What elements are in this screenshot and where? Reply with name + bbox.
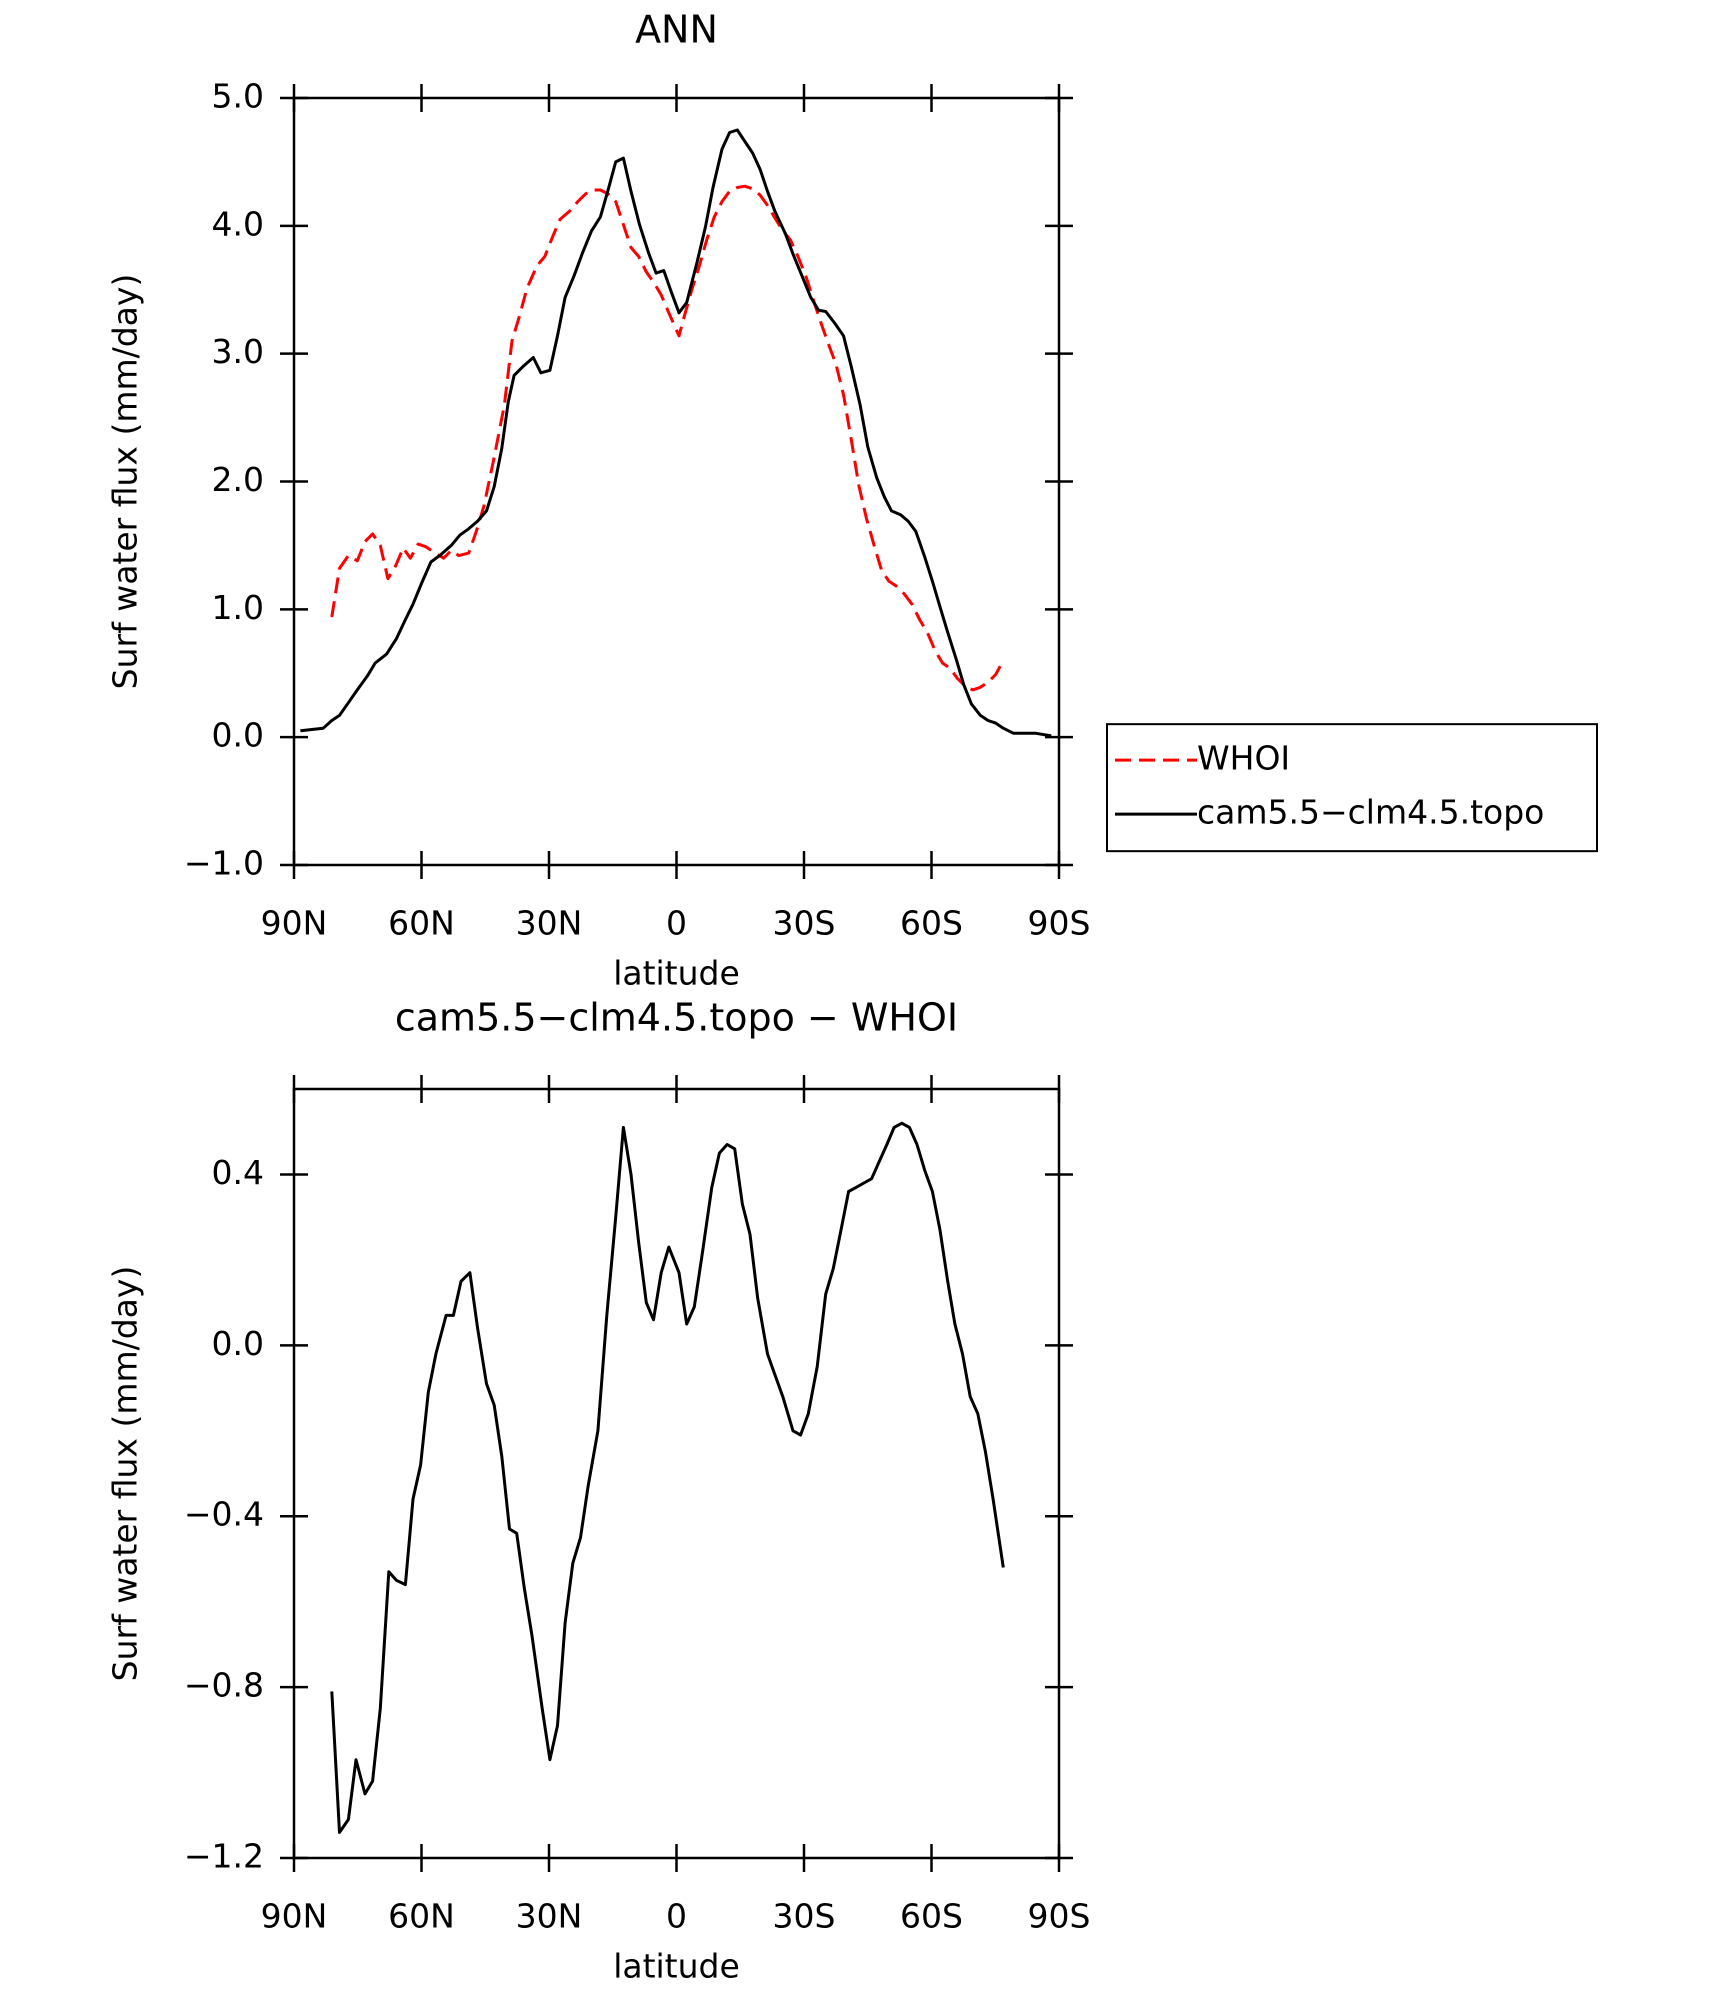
x-tick-label: 60N (388, 904, 455, 943)
legend-label: WHOI (1197, 739, 1290, 778)
y-tick-label: 3.0 (212, 332, 264, 371)
data-line (330, 1121, 1005, 1834)
x-tick-label: 0 (666, 904, 687, 943)
y-axis-label: Surf water flux (mm/day) (106, 1266, 145, 1682)
x-tick-label: 0 (666, 1897, 687, 1936)
x-tick-label: 30S (773, 1897, 836, 1936)
chart-title: ANN (635, 8, 718, 52)
x-tick-label: 30S (773, 904, 836, 943)
y-tick-label: 5.0 (212, 77, 264, 116)
y-tick-label: 0.4 (212, 1153, 264, 1192)
legend-box (1106, 723, 1598, 853)
x-tick-label: 90S (1028, 1897, 1091, 1936)
x-tick-label: 60S (900, 904, 963, 943)
x-tick-label: 90N (261, 1897, 328, 1936)
x-tick-label: 90S (1028, 904, 1091, 943)
y-axis-label: Surf water flux (mm/day) (106, 274, 145, 690)
x-tick-label: 60N (388, 1897, 455, 1936)
chart-title: cam5.5−clm4.5.topo − WHOI (395, 996, 958, 1040)
y-tick-label: −1.2 (184, 1837, 264, 1876)
y-tick-label: 1.0 (212, 588, 264, 627)
y-tick-label: −0.4 (184, 1495, 264, 1534)
x-tick-label: 60S (900, 1897, 963, 1936)
data-line (330, 184, 1005, 692)
x-tick-label: 90N (261, 904, 328, 943)
x-axis-label: latitude (613, 954, 740, 993)
plot-frame (292, 96, 1061, 867)
y-tick-label: −1.0 (184, 844, 264, 883)
x-tick-label: 30N (516, 1897, 583, 1936)
y-tick-label: 0.0 (212, 1324, 264, 1363)
y-tick-label: 2.0 (212, 460, 264, 499)
x-axis-label: latitude (613, 1947, 740, 1986)
legend-label: cam5.5−clm4.5.topo (1197, 793, 1544, 832)
y-tick-label: −0.8 (184, 1666, 264, 1705)
plot-frame (292, 1087, 1061, 1860)
data-line (300, 128, 1052, 738)
y-tick-label: 4.0 (212, 204, 264, 243)
y-tick-label: 0.0 (212, 716, 264, 755)
x-tick-label: 30N (516, 904, 583, 943)
